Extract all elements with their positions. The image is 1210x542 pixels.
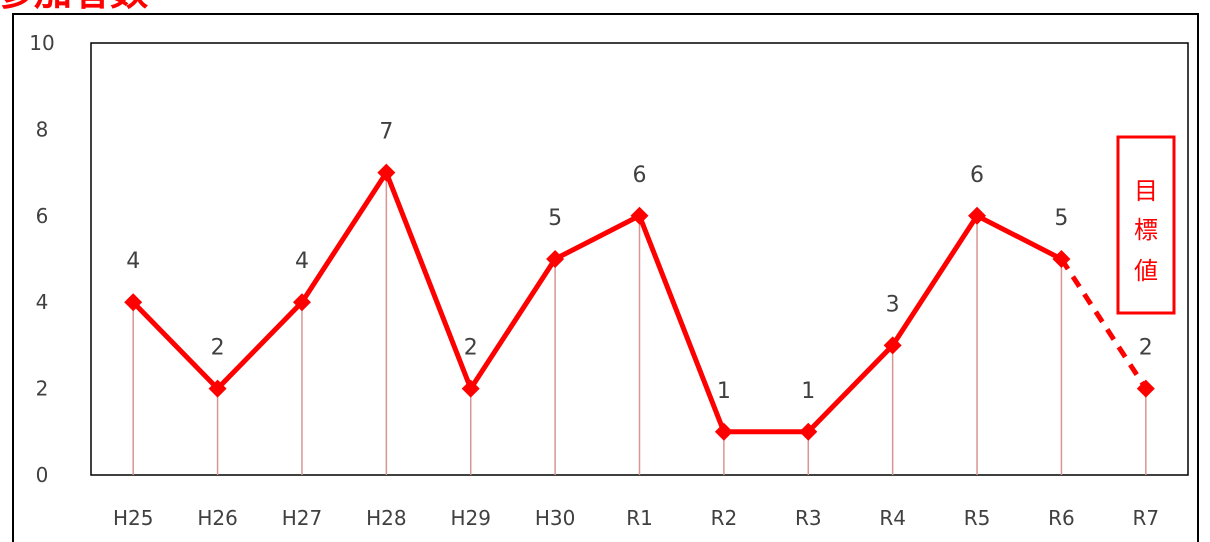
data-label: 5: [1054, 206, 1068, 231]
y-tick-label: 6: [36, 204, 49, 228]
data-label: 4: [295, 249, 309, 274]
x-tick-label: R7: [1132, 506, 1159, 530]
data-label: 7: [379, 120, 393, 145]
data-point: [968, 206, 987, 225]
x-tick-label: R5: [964, 506, 991, 530]
target-callout: 目 標 値: [1116, 135, 1176, 315]
data-label: 2: [1139, 336, 1153, 361]
series-segment: [637, 213, 727, 435]
series-segment: [299, 170, 389, 305]
y-tick-label: 8: [36, 117, 49, 141]
x-tick-label: R6: [1048, 506, 1075, 530]
target-label-char: 値: [1134, 257, 1158, 285]
data-point: [377, 163, 396, 182]
x-tick-label: R2: [711, 506, 738, 530]
data-markers: [124, 163, 1155, 441]
series-segment: [215, 299, 305, 392]
x-tick-label: R4: [879, 506, 906, 530]
x-tick-label: R3: [795, 506, 822, 530]
series-segment: [805, 342, 896, 435]
data-point: [546, 250, 565, 268]
x-tick-label: H30: [535, 506, 576, 530]
chart-title: 参加者数: [0, 0, 148, 14]
data-label: 6: [633, 163, 647, 188]
x-axis: H25 H26 H27 H28 H29 H30 R1 R2 R3 R4 R5 R6 R7: [113, 506, 1159, 530]
y-tick-label: 10: [29, 31, 54, 55]
x-tick-label: R1: [626, 506, 653, 530]
data-point: [1052, 250, 1071, 268]
data-point: [883, 336, 902, 355]
target-box: [1116, 135, 1176, 315]
drop-lines: [132, 172, 1147, 475]
data-label: 6: [970, 163, 984, 188]
chart-title-group: 参加者数: [0, 0, 148, 14]
x-tick-label: H25: [113, 506, 154, 530]
series-segment: [383, 170, 474, 392]
y-tick-label: 4: [36, 290, 49, 314]
x-tick-label: H28: [366, 506, 407, 530]
outer-border: [12, 13, 1199, 542]
data-point: [799, 422, 818, 441]
series-segment: [552, 213, 642, 262]
series-segment: [890, 213, 980, 348]
target-label-char: 標: [1134, 216, 1158, 244]
data-point: [630, 206, 649, 225]
target-label-char: 目: [1134, 177, 1158, 205]
data-point: [461, 379, 480, 398]
data-label: 4: [126, 249, 140, 274]
data-label: 3: [886, 292, 900, 317]
x-tick-label: H27: [282, 506, 323, 530]
y-tick-label: 2: [36, 377, 49, 401]
data-label: 1: [801, 379, 815, 404]
data-label: 5: [548, 206, 562, 231]
series-segment: [130, 299, 221, 392]
data-point: [714, 422, 733, 441]
data-labels: 4 2 4 7 2 5 6 1 1 3 6 5 2: [126, 120, 1153, 404]
data-label: 2: [211, 336, 225, 361]
data-point: [208, 379, 227, 398]
target-series-segment: [1059, 257, 1148, 390]
y-tick-label: 0: [36, 463, 49, 487]
x-tick-label: H29: [450, 506, 491, 530]
series-segment: [974, 213, 1064, 262]
data-label: 2: [464, 336, 478, 361]
data-point: [292, 293, 311, 312]
data-point: [124, 293, 143, 312]
y-axis: 0 2 4 6 8 10: [29, 31, 54, 487]
data-label: 1: [717, 379, 731, 404]
data-point: [1136, 379, 1155, 398]
series-segment: [468, 256, 558, 392]
series-lines: [130, 170, 1148, 435]
x-tick-label: H26: [197, 506, 238, 530]
